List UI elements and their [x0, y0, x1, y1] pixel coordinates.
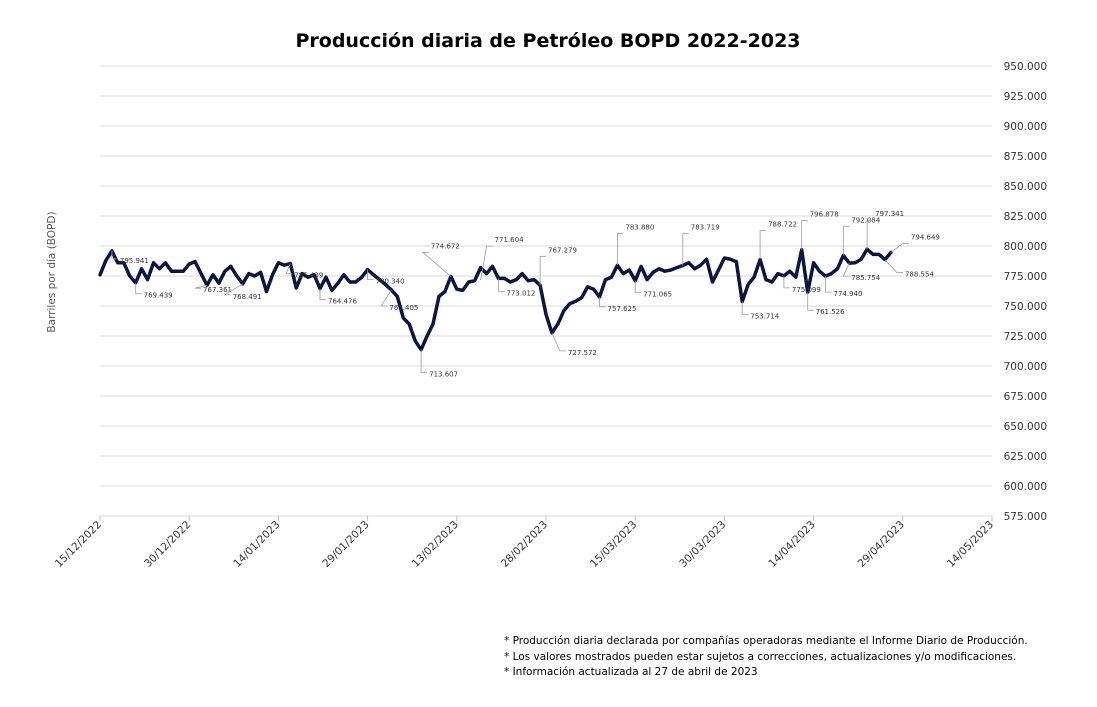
leader-line — [420, 349, 428, 374]
data-label: 774.672 — [431, 242, 460, 250]
production-series-line — [98, 247, 893, 352]
leader-line — [194, 284, 208, 289]
y-axis-label: Barriles por día (BOPD) — [46, 211, 58, 332]
data-label: 785.754 — [851, 274, 880, 282]
data-label: 788.554 — [905, 271, 934, 279]
leader-line — [759, 230, 767, 260]
leader-line — [617, 232, 624, 266]
x-tick-label: 14/04/2023 — [766, 519, 817, 570]
leader-line — [801, 220, 808, 250]
leader-line — [367, 269, 374, 280]
data-label: 785.439 — [294, 271, 323, 279]
data-label: 768.491 — [233, 293, 262, 301]
footnote: * Información actualizada al 27 de abril… — [504, 666, 758, 678]
leader-line — [884, 259, 903, 274]
y-axis-ticks: 575.000 600.000 625.000 650.000 675.000 700.0… — [1004, 61, 1047, 523]
data-label: 774.940 — [833, 290, 862, 298]
data-label: 767.361 — [203, 286, 232, 294]
grid-lines — [100, 65, 992, 517]
y-tick-label: 575.000 — [1004, 511, 1047, 523]
leader-line — [807, 292, 814, 311]
leader-line — [539, 255, 547, 286]
y-tick-label: 650.000 — [1004, 421, 1047, 433]
data-label: 763.405 — [389, 304, 418, 312]
footnote: * Los valores mostrados pueden estar suj… — [504, 650, 1017, 663]
data-label: 780.340 — [376, 278, 405, 286]
leader-line — [223, 283, 243, 296]
leader-line — [825, 276, 832, 293]
y-tick-label: 950.000 — [1004, 61, 1047, 73]
data-label: 783.880 — [625, 223, 654, 231]
y-tick-label: 700.000 — [1004, 361, 1047, 373]
leader-line — [741, 301, 749, 315]
y-tick-label: 725.000 — [1004, 331, 1047, 343]
leader-line — [319, 288, 326, 300]
leader-line — [842, 262, 850, 277]
x-tick-label: 29/01/2023 — [320, 519, 371, 570]
data-label: 713.607 — [429, 371, 458, 379]
data-label: 769.439 — [144, 292, 173, 300]
leader-line — [421, 252, 452, 277]
data-label: 767.279 — [548, 246, 577, 254]
x-tick-label: 15/12/2022 — [53, 519, 104, 570]
leader-line — [111, 250, 118, 260]
data-label: 788.722 — [768, 221, 797, 229]
leader-line — [480, 245, 493, 281]
data-label: 797.341 — [875, 210, 904, 218]
x-tick-label: 15/03/2023 — [588, 519, 639, 570]
data-label: 773.012 — [506, 289, 535, 297]
x-tick-label: 30/12/2022 — [142, 519, 193, 570]
data-label: 753.714 — [750, 313, 779, 321]
y-tick-label: 750.000 — [1004, 301, 1047, 313]
x-tick-label: 30/03/2023 — [677, 519, 728, 570]
y-tick-label: 675.000 — [1004, 391, 1047, 403]
x-tick-label: 14/05/2023 — [945, 519, 996, 570]
data-label: 783.719 — [691, 224, 720, 232]
footnotes: * Producción diaria declarada por compañ… — [504, 634, 1028, 681]
y-tick-label: 825.000 — [1004, 211, 1047, 223]
leader-line — [135, 282, 142, 295]
x-axis-ticks: 15/12/2022 30/12/2022 14/01/2023 29/01/2023… — [53, 516, 996, 570]
leader-line — [783, 275, 790, 289]
footnote: * Producción diaria declarada por compañ… — [504, 635, 1028, 647]
data-label: 794.649 — [911, 233, 940, 241]
data-label: 727.572 — [568, 349, 597, 357]
data-label: 795.941 — [120, 257, 149, 265]
leader-line — [842, 226, 850, 256]
y-tick-label: 600.000 — [1004, 481, 1047, 493]
data-label: 761.526 — [816, 308, 845, 316]
y-tick-label: 900.000 — [1004, 121, 1047, 133]
leader-line — [890, 243, 909, 253]
x-tick-label: 28/02/2023 — [499, 519, 550, 570]
leader-line — [285, 263, 293, 274]
y-tick-label: 925.000 — [1004, 91, 1047, 103]
leader-line — [866, 219, 874, 250]
data-label: 757.625 — [608, 305, 637, 313]
data-label: 771.604 — [495, 236, 524, 244]
data-label: 775.099 — [792, 286, 821, 294]
data-label: 771.065 — [643, 291, 672, 299]
leader-line — [634, 280, 642, 294]
leader-line — [498, 278, 505, 292]
x-tick-label: 29/04/2023 — [856, 519, 907, 570]
data-label: 792.084 — [851, 216, 880, 224]
data-label: 764.476 — [328, 298, 357, 306]
y-tick-label: 875.000 — [1004, 151, 1047, 163]
leader-line — [682, 233, 689, 266]
y-tick-label: 775.000 — [1004, 271, 1047, 283]
series-layer — [98, 247, 893, 352]
chart-title: Producción diaria de Petróleo BOPD 2022-… — [295, 30, 800, 52]
y-tick-label: 800.000 — [1004, 241, 1047, 253]
data-label: 796.878 — [810, 211, 839, 219]
y-tick-label: 850.000 — [1004, 181, 1047, 193]
y-tick-label: 625.000 — [1004, 451, 1047, 463]
leader-line — [551, 332, 566, 352]
x-tick-label: 14/01/2023 — [231, 519, 282, 570]
leader-line — [380, 289, 392, 307]
leader-line — [599, 296, 606, 308]
x-tick-label: 13/02/2023 — [410, 519, 461, 570]
